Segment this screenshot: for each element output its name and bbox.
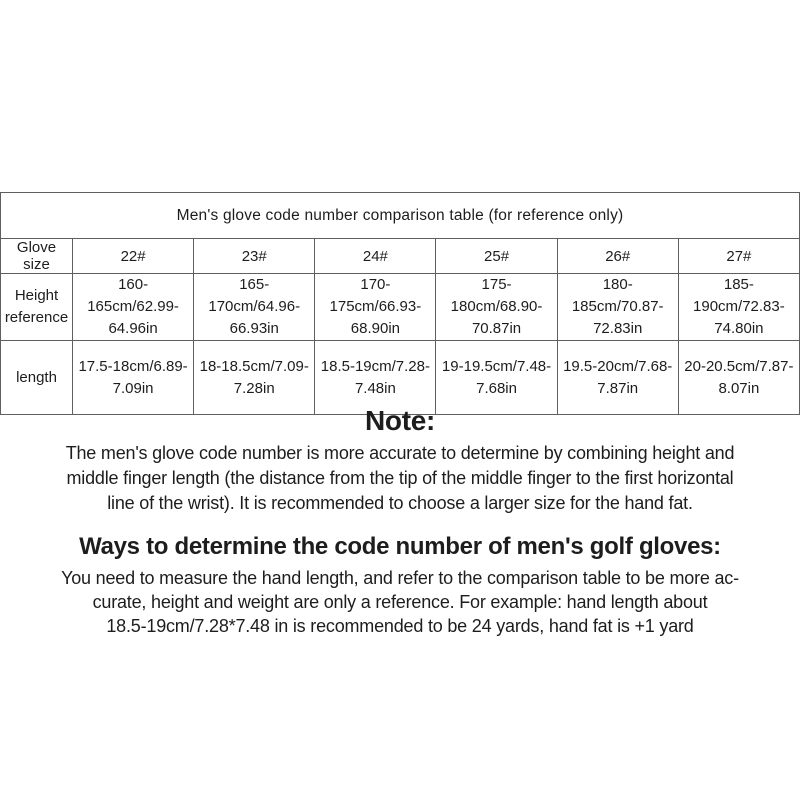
column-header-22: 22# (71, 238, 195, 274)
height-cell-25: 175- 180cm/68.90- 70.87in (435, 273, 558, 341)
column-header-27: 27# (677, 238, 800, 274)
glove-size-table: Men's glove code number comparison table… (0, 192, 800, 415)
column-header-23: 23# (193, 238, 316, 274)
ways-section: Ways to determine the code number of men… (0, 528, 800, 638)
column-header-26: 26# (556, 238, 679, 274)
height-cell-24: 170- 175cm/66.93- 68.90in (314, 273, 437, 341)
height-cell-27: 185- 190cm/72.83- 74.80in (677, 273, 800, 341)
height-cell-22: 160- 165cm/62.99- 64.96in (71, 273, 195, 341)
column-header-25: 25# (435, 238, 558, 274)
row-header-height-reference: Height reference (0, 273, 73, 341)
note-body: The men's glove code number is more accu… (65, 443, 735, 513)
length-cell-27: 20-20.5cm/7.87- 8.07in (677, 340, 800, 415)
column-header-24: 24# (314, 238, 437, 274)
length-cell-25: 19-19.5cm/7.48- 7.68in (435, 340, 558, 415)
row-header-glove-size: Glove size (0, 238, 73, 274)
table-title-row: Men's glove code number comparison table… (0, 192, 800, 239)
ways-heading: Ways to determine the code number of men… (79, 533, 721, 560)
note-heading: Note: (364, 405, 436, 436)
length-cell-26: 19.5-20cm/7.68- 7.87in (556, 340, 679, 415)
length-cell-23: 18-18.5cm/7.09- 7.28in (193, 340, 316, 415)
row-header-length: length (0, 340, 73, 415)
height-reference-row: Height reference 160- 165cm/62.99- 64.96… (0, 273, 800, 341)
ways-body: You need to measure the hand length, and… (61, 568, 739, 636)
height-cell-23: 165- 170cm/64.96- 66.93in (193, 273, 316, 341)
table-header-row: Glove size 22# 23# 24# 25# 26# 27# (0, 238, 800, 274)
length-cell-24: 18.5-19cm/7.28- 7.48in (314, 340, 437, 415)
length-row: length 17.5-18cm/6.89- 7.09in 18-18.5cm/… (0, 340, 800, 415)
height-cell-26: 180- 185cm/70.87- 72.83in (556, 273, 679, 341)
length-cell-22: 17.5-18cm/6.89- 7.09in (71, 340, 195, 415)
table-title: Men's glove code number comparison table… (0, 192, 800, 239)
note-section: Note: The men's glove code number is mor… (0, 402, 800, 516)
